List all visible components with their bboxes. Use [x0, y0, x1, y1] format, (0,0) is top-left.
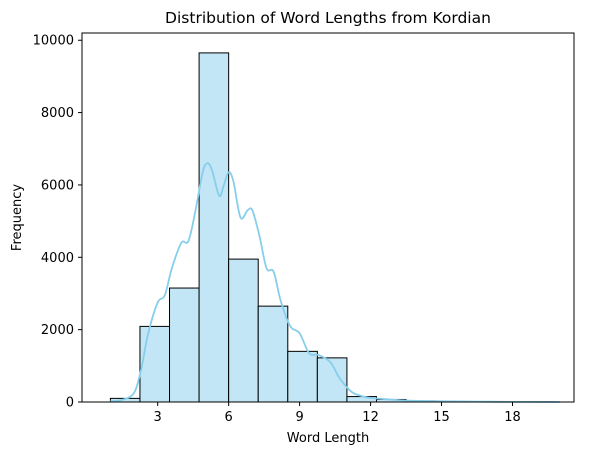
y-tick-label: 6000: [41, 178, 74, 193]
y-axis-label: Frequency: [10, 184, 25, 251]
x-tick-label: 18: [504, 410, 521, 425]
histogram-bar: [257, 305, 289, 403]
y-axis-ticks: 0 2000 4000 6000 8000 10000: [33, 34, 82, 411]
kde-curve: [110, 162, 560, 403]
histogram-bars: [109, 52, 555, 403]
histogram-bar: [198, 52, 230, 403]
histogram-bar: [139, 325, 171, 403]
x-axis-label: Word Length: [287, 431, 369, 446]
chart-title: Distribution of Word Lengths from Kordia…: [165, 9, 491, 27]
x-axis-ticks: 3 6 9 12 15 18: [154, 402, 521, 425]
x-tick-label: 12: [362, 410, 379, 425]
x-tick-label: 9: [295, 410, 303, 425]
x-tick-label: 15: [433, 410, 450, 425]
y-tick-label: 8000: [41, 106, 74, 121]
y-tick-label: 2000: [41, 323, 74, 338]
y-tick-label: 4000: [41, 251, 74, 266]
y-tick-label: 0: [66, 396, 74, 411]
histogram-bar: [287, 350, 318, 403]
y-tick-label: 10000: [33, 34, 74, 49]
histogram-bar: [169, 287, 200, 403]
histogram-bar: [228, 258, 259, 403]
x-tick-label: 6: [225, 410, 233, 425]
axes-frame: [81, 32, 575, 403]
x-tick-label: 3: [154, 410, 162, 425]
